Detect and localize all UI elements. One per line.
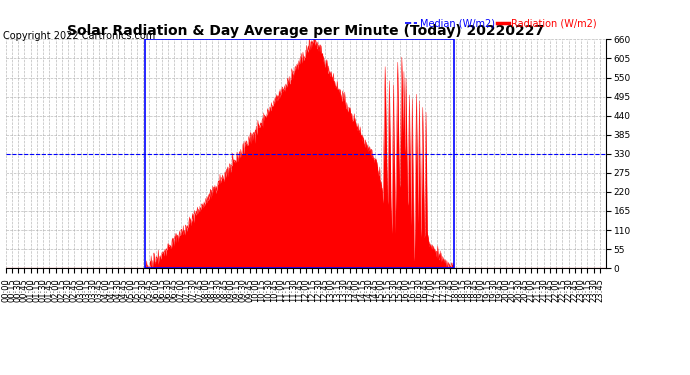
Text: Copyright 2022 Cartronics.com: Copyright 2022 Cartronics.com xyxy=(3,32,156,41)
Bar xyxy=(146,39,454,268)
Legend: Median (W/m2), Radiation (W/m2): Median (W/m2), Radiation (W/m2) xyxy=(402,15,601,32)
Title: Solar Radiation & Day Average per Minute (Today) 20220227: Solar Radiation & Day Average per Minute… xyxy=(67,24,544,38)
